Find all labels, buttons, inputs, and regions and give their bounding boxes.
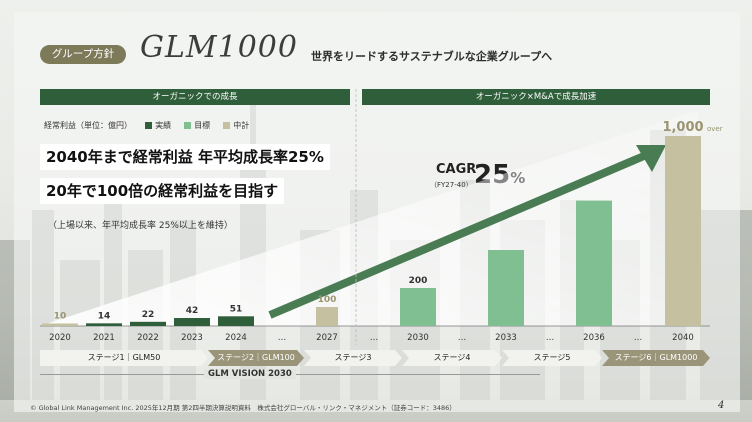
bar [86, 323, 122, 326]
stage-segment: ステージ1｜GLM50 [40, 350, 208, 366]
bar-value-label: 22 [142, 310, 155, 320]
x-tick-label: … [278, 333, 287, 343]
x-tick-label: … [634, 333, 643, 343]
legend-item-actual: 実績 [145, 121, 171, 130]
x-tick-label: 2024 [225, 333, 247, 343]
x-tick-label: 2040 [672, 333, 694, 343]
bar [488, 250, 524, 326]
section-header-organic: オーガニックでの成長 [40, 89, 350, 105]
headline-note: （上場以来、年平均成長率 25%以上を維持） [48, 221, 233, 231]
x-tick-label: … [546, 333, 555, 343]
growth-wedge [40, 110, 698, 326]
stage-segment: ステージ5 [502, 350, 602, 366]
bar-value-label: 42 [186, 306, 199, 316]
legend-item-label: 中計 [233, 121, 250, 130]
x-tick-label: 2020 [49, 333, 71, 343]
headline-100x: 20年で100倍の経常利益を目指す [40, 178, 285, 204]
bars [42, 136, 701, 326]
legend-item-label: 実績 [155, 121, 172, 130]
bar [400, 288, 436, 326]
cagr-label: CAGR [436, 162, 477, 177]
legend: 経常利益（単位：億円） 実績 目標 中計 [44, 113, 249, 132]
legend-swatch [223, 122, 231, 129]
cagr-period: （FY27-40） [430, 181, 473, 189]
bar-value-label: 1,000 [662, 120, 703, 135]
x-tick-label: 2023 [181, 333, 203, 343]
legend-item-target: 目標 [184, 121, 210, 130]
x-tick-label: 2033 [495, 333, 517, 343]
stage-segment: ステージ2｜GLM100 [208, 350, 304, 366]
x-tick-label: 2027 [316, 333, 338, 343]
bar [316, 307, 338, 326]
bar [218, 316, 254, 326]
x-tick-label: 2030 [407, 333, 429, 343]
stage-segment: ステージ6｜GLM1000 [602, 350, 710, 366]
legend-label: 経常利益（単位：億円） [44, 121, 132, 130]
bar-value-label: 51 [230, 304, 243, 314]
bar [174, 318, 210, 326]
bar [42, 323, 78, 326]
x-tick-label: 2036 [583, 333, 605, 343]
bar [130, 321, 166, 326]
x-tick-label: … [370, 333, 379, 343]
bar-value-labels: 10 14 22 42 51 100 200 1,000 over [54, 120, 723, 322]
legend-swatch [184, 122, 192, 129]
growth-arrow-shaft [268, 152, 646, 319]
policy-pill: グループ方針 [40, 45, 126, 64]
vision-label: GLM VISION 2030 [204, 369, 296, 379]
x-tick-label: … [458, 333, 467, 343]
bar [665, 136, 701, 326]
bar-value-suffix: over [707, 125, 723, 133]
x-tick-label: 2022 [137, 333, 159, 343]
footer-copyright: © Global Link Management Inc. 2025年12月期 … [30, 404, 456, 412]
bar-value-label: 200 [409, 276, 428, 286]
legend-swatch [145, 122, 153, 129]
legend-item-plan: 中計 [223, 121, 249, 130]
legend-item-label: 目標 [194, 121, 211, 130]
brand-title: GLM1000 [140, 30, 298, 65]
x-tick-label: 2021 [93, 333, 115, 343]
bar [576, 200, 612, 326]
tagline: 世界をリードするサステナブルな企業グループへ [311, 50, 553, 63]
section-header-ma: オーガニック×M&Aで成長加速 [362, 89, 710, 105]
stage-segment: ステージ4 [402, 350, 502, 366]
stage-segment: ステージ3 [304, 350, 402, 366]
x-tick-labels: 2020 2021 2022 2023 2024 … 2027 … 2030 … 2033 … 2036… [49, 333, 694, 343]
growth-arrow-head [636, 145, 666, 172]
bar-value-label: 14 [98, 311, 111, 321]
headline-growth: 2040年まで経常利益 年平均成長率25% [40, 144, 330, 170]
bar-value-label: 100 [318, 295, 337, 305]
bar-value-label: 10 [54, 312, 67, 322]
page-number: 4 [718, 400, 725, 411]
